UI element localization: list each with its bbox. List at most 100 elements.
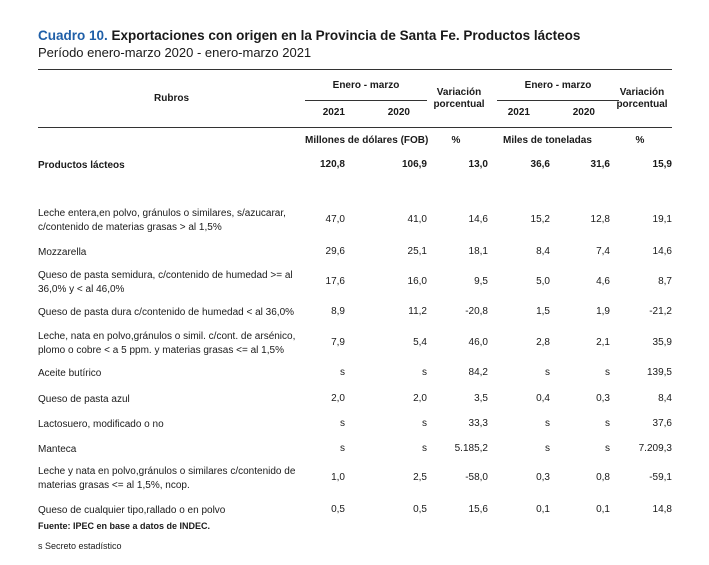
header-group2: Enero - marzo	[524, 80, 592, 91]
cell-usd-var: 18,1	[468, 246, 488, 257]
cell-ton-2021: 0,3	[536, 472, 550, 483]
cell-ton-2021: 8,4	[536, 246, 550, 257]
cell-usd-2021: s	[340, 367, 345, 378]
cell-usd-var: 15,6	[468, 504, 488, 515]
cell-usd-var: 3,5	[474, 393, 488, 404]
cell-usd-2020: 16,0	[407, 276, 427, 287]
cell-usd-var: -20,8	[465, 306, 488, 317]
header-2020-b: 2020	[572, 107, 595, 118]
cell-ton-2021: 0,1	[536, 504, 550, 515]
cell-usd-2021: s	[340, 418, 345, 429]
table-subtitle: Período enero-marzo 2020 - enero-marzo 2…	[38, 45, 312, 60]
cell-ton-2021: 15,2	[530, 214, 550, 225]
secret-note: s Secreto estadístico	[38, 541, 122, 551]
header-2021-b: 2021	[507, 107, 530, 118]
cell-usd-2020: 106,9	[401, 159, 427, 170]
row-label: Leche entera,en polvo, gránulos o simila…	[38, 208, 286, 233]
cell-ton-var: 14,8	[652, 504, 672, 515]
cell-ton-2021: 2,8	[536, 337, 550, 348]
cell-ton-var: 8,4	[658, 393, 672, 404]
cell-usd-2020: 2,0	[413, 393, 427, 404]
header-rubros: Rubros	[154, 93, 189, 104]
header-2020-a: 2020	[387, 107, 410, 118]
cell-ton-2020: 7,4	[596, 246, 610, 257]
cell-usd-2021: 0,5	[331, 504, 345, 515]
cell-usd-2021: 2,0	[331, 393, 345, 404]
cell-usd-2020: 0,5	[413, 504, 427, 515]
table-title-text: Exportaciones con origen en la Provincia…	[111, 28, 581, 43]
row-label: Queso de cualquier tipo,rallado o en pol…	[38, 505, 226, 516]
cell-usd-var: 84,2	[468, 367, 488, 378]
cell-usd-2020: s	[422, 443, 427, 454]
group2-rule	[497, 100, 619, 101]
row-label: Leche y nata en polvo,gránulos o similar…	[38, 466, 296, 491]
row-label: Manteca	[38, 444, 77, 455]
cell-ton-2020: 4,6	[596, 276, 610, 287]
cell-ton-var: 37,6	[652, 418, 672, 429]
cell-ton-2020: 0,8	[596, 472, 610, 483]
cell-ton-2021: s	[545, 443, 550, 454]
cell-ton-var: 7.209,3	[638, 443, 672, 454]
unit-pct-2: %	[635, 135, 645, 146]
cell-usd-2021: s	[340, 443, 345, 454]
cell-usd-2020: s	[422, 367, 427, 378]
cell-usd-2021: 47,0	[325, 214, 345, 225]
unit-tons: Miles de toneladas	[503, 135, 592, 146]
cell-ton-2020: 0,3	[596, 393, 610, 404]
cell-ton-2020: s	[605, 418, 610, 429]
group1-rule	[305, 100, 427, 101]
cell-ton-2020: 0,1	[596, 504, 610, 515]
cell-ton-2021: 36,6	[530, 159, 550, 170]
unit-musd: Millones de dólares (FOB)	[305, 135, 429, 146]
row-label: Lactosuero, modificado o no	[38, 419, 164, 430]
cell-ton-var: 8,7	[658, 276, 672, 287]
cell-usd-2020: 11,2	[408, 306, 427, 317]
cell-usd-2020: 5,4	[413, 337, 427, 348]
cell-usd-var: -58,0	[465, 472, 488, 483]
row-label: Mozzarella	[38, 247, 87, 258]
cell-usd-2020: s	[422, 418, 427, 429]
cell-usd-2021: 8,9	[331, 306, 345, 317]
cell-usd-var: 13,0	[468, 159, 488, 170]
cell-usd-var: 46,0	[468, 337, 488, 348]
cell-usd-var: 9,5	[474, 276, 488, 287]
cell-usd-var: 5.185,2	[454, 443, 488, 454]
row-label: Queso de pasta dura c/contenido de humed…	[38, 307, 295, 318]
cell-ton-var: 19,1	[652, 214, 672, 225]
cell-usd-2020: 25,1	[407, 246, 427, 257]
top-rule	[38, 69, 672, 70]
cell-ton-2021: 5,0	[536, 276, 550, 287]
cell-ton-var: -59,1	[649, 472, 672, 483]
cell-usd-2021: 29,6	[325, 246, 345, 257]
row-label: Productos lácteos	[38, 160, 125, 171]
table-title: Cuadro 10. Exportaciones con origen en l…	[38, 28, 580, 43]
cell-ton-2021: 1,5	[536, 306, 550, 317]
header-2021-a: 2021	[322, 107, 345, 118]
cell-usd-2021: 120,8	[319, 159, 345, 170]
cell-usd-2021: 17,6	[325, 276, 345, 287]
cell-ton-var: 15,9	[652, 159, 672, 170]
cell-ton-2020: s	[605, 367, 610, 378]
cell-ton-var: -21,2	[649, 306, 672, 317]
cell-usd-var: 33,3	[468, 418, 488, 429]
cell-ton-2020: 12,8	[590, 214, 610, 225]
cell-ton-var: 14,6	[652, 246, 672, 257]
cell-ton-2020: 1,9	[596, 306, 610, 317]
header-var1-line2: porcentual	[433, 99, 485, 110]
cell-ton-2021: s	[545, 367, 550, 378]
cell-ton-2020: 2,1	[596, 337, 610, 348]
cell-usd-var: 14,6	[468, 214, 488, 225]
cell-ton-2020: s	[605, 443, 610, 454]
row-label: Queso de pasta azul	[38, 394, 130, 405]
cell-usd-2020: 41,0	[407, 214, 427, 225]
row-label: Queso de pasta semidura, c/contenido de …	[38, 270, 293, 295]
cell-ton-var: 139,5	[646, 367, 672, 378]
header-group1: Enero - marzo	[332, 80, 400, 91]
unit-pct-1: %	[451, 135, 461, 146]
cell-ton-2021: s	[545, 418, 550, 429]
cell-usd-2020: 2,5	[413, 472, 427, 483]
header-rule	[38, 127, 672, 128]
cell-ton-2020: 31,6	[590, 159, 610, 170]
cell-usd-2021: 1,0	[331, 472, 345, 483]
row-label: Leche, nata en polvo,gránulos o simil. c…	[38, 331, 296, 356]
